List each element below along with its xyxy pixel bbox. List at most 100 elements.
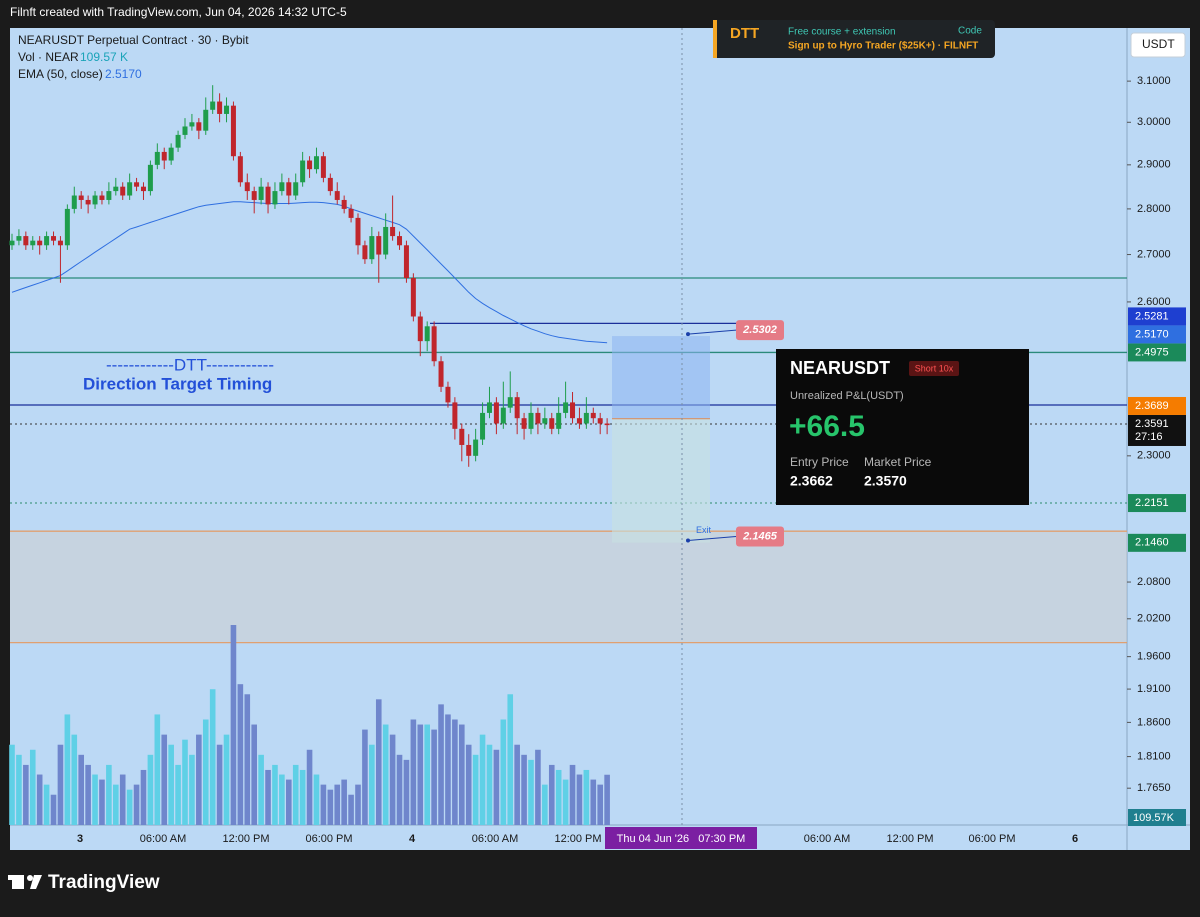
volume-bar xyxy=(126,789,133,825)
candle-body xyxy=(113,186,119,192)
candle-body xyxy=(272,191,278,205)
x-tick-label: 06:00 PM xyxy=(968,833,1015,845)
volume-bar xyxy=(459,724,465,825)
volume-bar xyxy=(528,759,534,825)
candle-body xyxy=(563,402,569,413)
volume-bar xyxy=(445,714,451,825)
volume-bar xyxy=(265,769,271,825)
x-tick-label: 06:00 PM xyxy=(305,833,352,845)
position-stop-zone xyxy=(612,418,710,543)
candle-body xyxy=(78,195,84,200)
position-point xyxy=(686,332,690,337)
volume-bar xyxy=(507,694,514,825)
candle-body xyxy=(127,182,133,196)
candle-body xyxy=(210,101,216,110)
y-tick-label: 2.8000 xyxy=(1137,203,1171,215)
y-tick-label: 1.7650 xyxy=(1137,782,1171,794)
volume-bar xyxy=(189,754,195,825)
candle-body xyxy=(134,182,140,187)
candle-body xyxy=(383,226,389,255)
volume-bar xyxy=(576,774,583,825)
candle-body xyxy=(189,122,195,127)
volume-bar xyxy=(465,744,472,825)
volume-bar xyxy=(299,769,306,825)
banner-line1: Free course + extension xyxy=(788,27,896,38)
card-market-label: Market Price xyxy=(864,455,932,469)
volume-bar xyxy=(292,764,299,825)
candle-body xyxy=(576,418,582,424)
banner-code: Code xyxy=(958,26,982,37)
volume-bar xyxy=(279,774,285,825)
price-tag xyxy=(1128,494,1186,513)
card-market: 2.3570 xyxy=(864,473,907,489)
candle-body xyxy=(224,105,230,114)
candle-body xyxy=(140,186,146,192)
volume-bar xyxy=(209,689,216,825)
candle-body xyxy=(445,386,451,403)
volume-bar xyxy=(182,739,188,825)
banner-box[interactable] xyxy=(713,20,995,58)
legend-volume: Vol · NEAR xyxy=(18,50,79,64)
candle-body xyxy=(251,191,257,200)
candle-body xyxy=(64,208,70,246)
price-tag-label: 2.5170 xyxy=(1135,328,1169,340)
candle-body xyxy=(507,397,513,408)
volume-bar xyxy=(590,779,597,825)
card-box xyxy=(776,349,1029,505)
candle-body xyxy=(480,412,486,440)
volume-bar xyxy=(71,734,78,825)
y-tick-label: 1.8100 xyxy=(1137,750,1171,762)
annotation-text: Direction Target Timing xyxy=(83,374,272,393)
position-tag xyxy=(736,320,784,341)
y-tick-label: 2.0200 xyxy=(1137,613,1171,625)
volume-bar xyxy=(521,754,527,825)
y-tick-label: 1.8600 xyxy=(1137,716,1171,728)
volume-bar xyxy=(548,764,555,825)
candle-body xyxy=(168,147,174,161)
volume-bar xyxy=(389,734,396,825)
volume-bar xyxy=(286,779,292,825)
banner[interactable]: DTT Free course + extension Code Sign up… xyxy=(713,20,995,58)
price-tag xyxy=(1128,533,1186,552)
candle-body xyxy=(320,156,326,178)
logo-mark xyxy=(30,875,42,889)
logo-mark xyxy=(8,875,24,880)
volume-bar xyxy=(479,734,486,825)
legend-ema-value: 2.5170 xyxy=(105,67,142,81)
plot: 2.5302 2.1465 Exit xyxy=(9,85,1127,825)
volume-bar xyxy=(244,694,251,825)
volume-bar xyxy=(85,764,91,825)
candle-body xyxy=(37,240,43,246)
card-entry-label: Entry Price xyxy=(790,455,849,469)
volume-bar xyxy=(64,714,71,825)
volume-bar xyxy=(327,789,334,825)
legend-volume-value: 109.57 K xyxy=(80,50,128,64)
candle-body xyxy=(196,122,202,131)
candle-body xyxy=(300,160,306,183)
volume-bar xyxy=(196,734,202,825)
candle-body xyxy=(431,326,437,362)
price-tag xyxy=(1128,414,1186,446)
candle-body xyxy=(424,326,430,342)
price-tag-label: 2.1460 xyxy=(1135,537,1169,549)
candle-body xyxy=(9,240,15,246)
volume-bar xyxy=(396,754,403,825)
position-card: NEARUSDT Short 10x Unrealized P&L(USDT) … xyxy=(776,349,1029,505)
candle-body xyxy=(51,236,57,241)
header-text: Filnft created with TradingView.com, Jun… xyxy=(10,5,347,19)
candle-body xyxy=(44,236,50,246)
volume-bar xyxy=(341,779,347,825)
candle-body xyxy=(175,134,181,148)
position-exit-label: Exit xyxy=(696,525,712,535)
volume-bar xyxy=(514,744,520,825)
position-target-zone xyxy=(612,336,710,419)
y-tick-label: 3.1000 xyxy=(1137,75,1171,87)
volume-bar xyxy=(36,774,43,825)
volume-bar xyxy=(369,744,375,825)
currency-button[interactable] xyxy=(1130,32,1186,58)
candle-body xyxy=(258,186,264,200)
footer-logo: TradingView xyxy=(8,872,160,893)
candle-body xyxy=(85,199,91,205)
volume-bar xyxy=(251,724,257,825)
volume-bar xyxy=(230,625,237,825)
